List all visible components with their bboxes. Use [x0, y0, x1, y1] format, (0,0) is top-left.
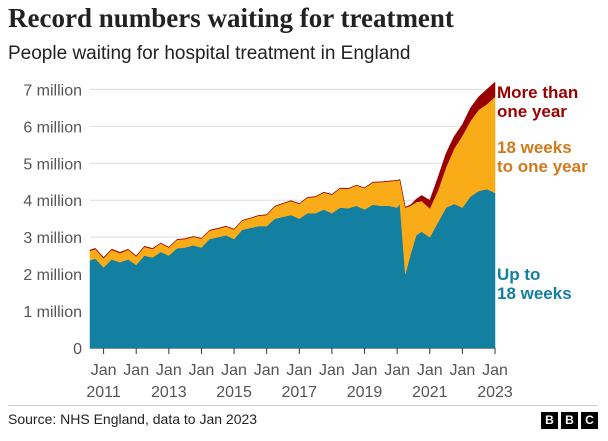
x-tick-label: Jan: [319, 362, 345, 379]
x-tick-year: 2019: [347, 384, 383, 401]
series-area: [89, 81, 496, 259]
x-tick-label: Jan: [91, 362, 117, 379]
x-tick-year: 2023: [477, 384, 513, 401]
y-tick-label: 0: [73, 341, 82, 358]
y-tick-label: 1 million: [23, 304, 82, 321]
y-tick-label: 7 million: [23, 82, 82, 99]
series-label: 18 weeks: [497, 284, 572, 303]
x-tick-label: Jan: [286, 362, 312, 379]
x-tick-year: 2015: [216, 384, 252, 401]
series-areas: [89, 81, 496, 349]
x-tick-label: Jan: [221, 362, 247, 379]
bbc-logo: B B C: [541, 412, 598, 429]
x-tick-label: Jan: [352, 362, 378, 379]
x-tick-year: 2017: [281, 384, 317, 401]
series-label: More than: [497, 83, 578, 102]
x-tick-year: 2013: [151, 384, 187, 401]
x-tick-label: Jan: [384, 362, 410, 379]
chart-subtitle: People waiting for hospital treatment in…: [8, 43, 411, 64]
x-tick-label: Jan: [482, 362, 508, 379]
footer-divider: [8, 405, 598, 406]
source-note: Source: NHS England, data to Jan 2023: [8, 411, 258, 427]
series-label: one year: [497, 102, 567, 121]
x-tick-year: 2011: [86, 384, 121, 401]
x-tick-year: 2021: [412, 384, 448, 401]
y-tick-label: 2 million: [23, 267, 82, 284]
y-tick-label: 5 million: [23, 156, 82, 173]
series-label: to one year: [497, 157, 588, 176]
x-tick-label: Jan: [417, 362, 443, 379]
logo-letter: B: [561, 412, 578, 429]
y-axis: 0 1 million 2 million 3 million 4 million 5 m…: [23, 82, 82, 358]
series-label: 18 weeks: [497, 138, 572, 157]
x-tick-label: Jan: [123, 362, 149, 379]
logo-letter: C: [581, 412, 598, 429]
series-label: Up to: [497, 265, 540, 284]
logo-letter: B: [541, 412, 558, 429]
x-tick-label: Jan: [156, 362, 182, 379]
x-tick-label: Jan: [254, 362, 280, 379]
y-tick-label: 6 million: [23, 119, 82, 136]
x-tick-label: Jan: [449, 362, 475, 379]
chart-title: Record numbers waiting for treatment: [8, 3, 454, 33]
y-tick-label: 4 million: [23, 193, 82, 210]
y-tick-label: 3 million: [23, 230, 82, 247]
x-tick-label: Jan: [189, 362, 215, 379]
